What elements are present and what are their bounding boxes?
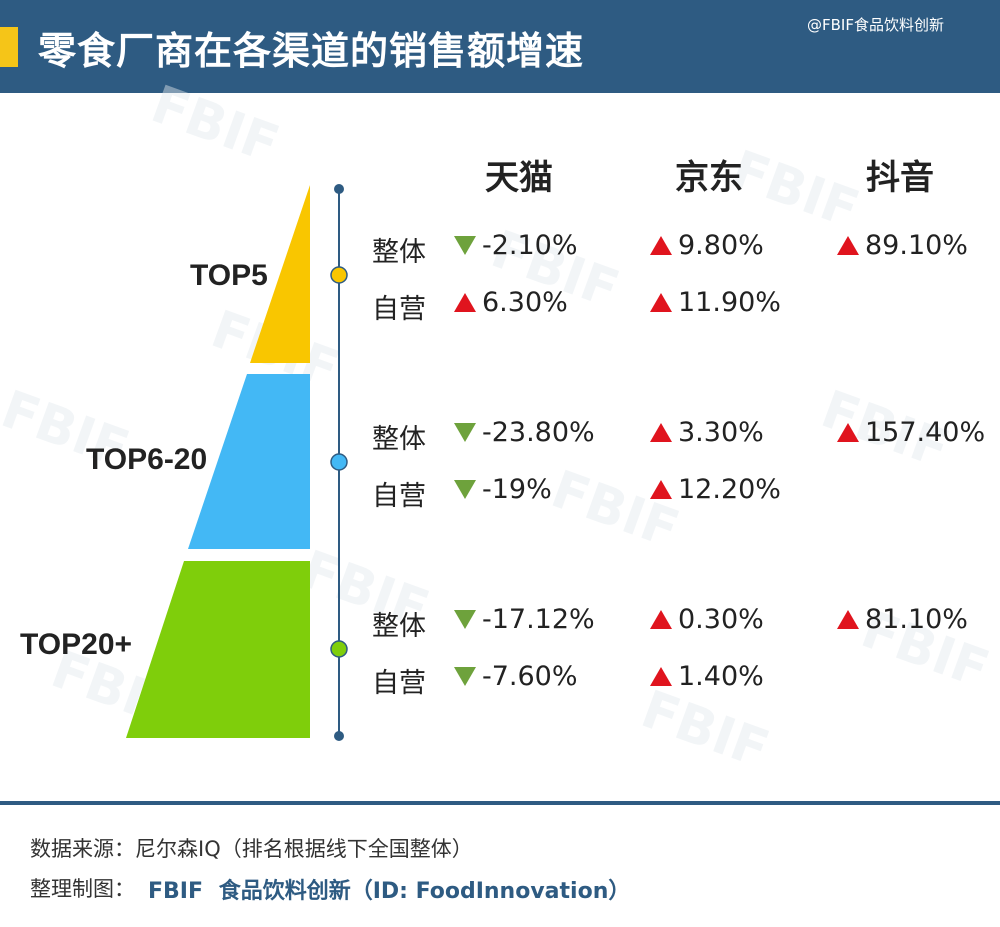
row-label: 整体 bbox=[372, 611, 426, 642]
growth-value: 89.10% bbox=[865, 230, 968, 261]
growth-value-cell: 12.20% bbox=[650, 474, 781, 505]
triangle-up-icon bbox=[650, 667, 672, 686]
triangle-up-icon bbox=[650, 423, 672, 442]
triangle-up-icon bbox=[454, 293, 476, 312]
footer-brand: FBIF 食品饮料创新（ID: FoodInnovation） bbox=[148, 873, 630, 905]
growth-value: 12.20% bbox=[678, 474, 781, 505]
timeline-end-dot bbox=[334, 184, 344, 194]
triangle-down-icon bbox=[454, 236, 476, 255]
growth-value: -23.80% bbox=[482, 417, 595, 448]
growth-value: 81.10% bbox=[865, 604, 968, 635]
tier-label-top5: TOP5 bbox=[190, 259, 268, 292]
growth-value: 157.40% bbox=[865, 417, 986, 448]
growth-value: 9.80% bbox=[678, 230, 764, 261]
tier-top20plus-marker bbox=[330, 640, 348, 658]
triangle-down-icon bbox=[454, 610, 476, 629]
growth-value-cell: -2.10% bbox=[454, 230, 578, 261]
growth-value-cell: 9.80% bbox=[650, 230, 764, 261]
header-credit: @FBIF食品饮料创新 bbox=[807, 16, 944, 34]
source-note: 数据来源：尼尔森IQ（排名根据线下全国整体） bbox=[30, 837, 473, 861]
growth-value: 3.30% bbox=[678, 417, 764, 448]
growth-value-cell: -7.60% bbox=[454, 661, 578, 692]
growth-value-cell: 6.30% bbox=[454, 287, 568, 318]
tier-top6-20-marker bbox=[330, 453, 348, 471]
triangle-up-icon bbox=[650, 610, 672, 629]
growth-value-cell: -17.12% bbox=[454, 604, 595, 635]
brand-name: 食品饮料创新（ID: FoodInnovation） bbox=[218, 879, 631, 904]
column-header-jd: 京东 bbox=[675, 158, 743, 198]
pyramid-chart bbox=[126, 184, 348, 741]
tier-top5-marker bbox=[330, 266, 348, 284]
growth-value-cell: -23.80% bbox=[454, 417, 595, 448]
watermark: FBIF bbox=[723, 139, 867, 241]
triangle-up-icon bbox=[650, 293, 672, 312]
growth-value-cell: -19% bbox=[454, 474, 552, 505]
growth-value-cell: 157.40% bbox=[837, 417, 985, 448]
triangle-up-icon bbox=[650, 236, 672, 255]
growth-value: -7.60% bbox=[482, 661, 578, 692]
watermark: FBIF bbox=[633, 679, 777, 781]
growth-value: 6.30% bbox=[482, 287, 568, 318]
triangle-up-icon bbox=[837, 236, 859, 255]
growth-value: -19% bbox=[482, 474, 552, 505]
footer-divider bbox=[0, 801, 1000, 805]
growth-value-cell: 81.10% bbox=[837, 604, 968, 635]
row-label: 自营 bbox=[372, 668, 426, 699]
tier-top5-segment bbox=[250, 185, 310, 363]
row-label: 自营 bbox=[372, 481, 426, 512]
triangle-up-icon bbox=[837, 610, 859, 629]
growth-value-cell: 0.30% bbox=[650, 604, 764, 635]
triangle-up-icon bbox=[837, 423, 859, 442]
row-label: 整体 bbox=[372, 424, 426, 455]
tier-label-top20plus: TOP20+ bbox=[20, 628, 133, 661]
growth-value-cell: 11.90% bbox=[650, 287, 781, 318]
growth-value: 11.90% bbox=[678, 287, 781, 318]
triangle-up-icon bbox=[650, 480, 672, 499]
triangle-down-icon bbox=[454, 423, 476, 442]
timeline-end-dot bbox=[334, 731, 344, 741]
row-label: 自营 bbox=[372, 294, 426, 325]
growth-value-cell: 3.30% bbox=[650, 417, 764, 448]
tier-top6-20-segment bbox=[188, 374, 310, 549]
header-bar: 零食厂商在各渠道的销售额增速 @FBIF食品饮料创新 bbox=[0, 0, 1000, 93]
fbif-logo: FBIF bbox=[148, 879, 204, 904]
title-accent-bar bbox=[0, 27, 18, 67]
credit-label: 整理制图： bbox=[30, 877, 135, 901]
row-label: 整体 bbox=[372, 237, 426, 268]
tier-top20plus-segment bbox=[126, 561, 310, 738]
growth-value: -17.12% bbox=[482, 604, 595, 635]
growth-value: 0.30% bbox=[678, 604, 764, 635]
growth-value: -2.10% bbox=[482, 230, 578, 261]
triangle-down-icon bbox=[454, 480, 476, 499]
column-header-tmall: 天猫 bbox=[485, 158, 553, 198]
growth-value-cell: 89.10% bbox=[837, 230, 968, 261]
growth-value: 1.40% bbox=[678, 661, 764, 692]
growth-value-cell: 1.40% bbox=[650, 661, 764, 692]
triangle-down-icon bbox=[454, 667, 476, 686]
column-header-douyin: 抖音 bbox=[866, 158, 934, 198]
page-title: 零食厂商在各渠道的销售额增速 bbox=[38, 29, 585, 73]
tier-label-top6-20: TOP6-20 bbox=[86, 443, 208, 476]
